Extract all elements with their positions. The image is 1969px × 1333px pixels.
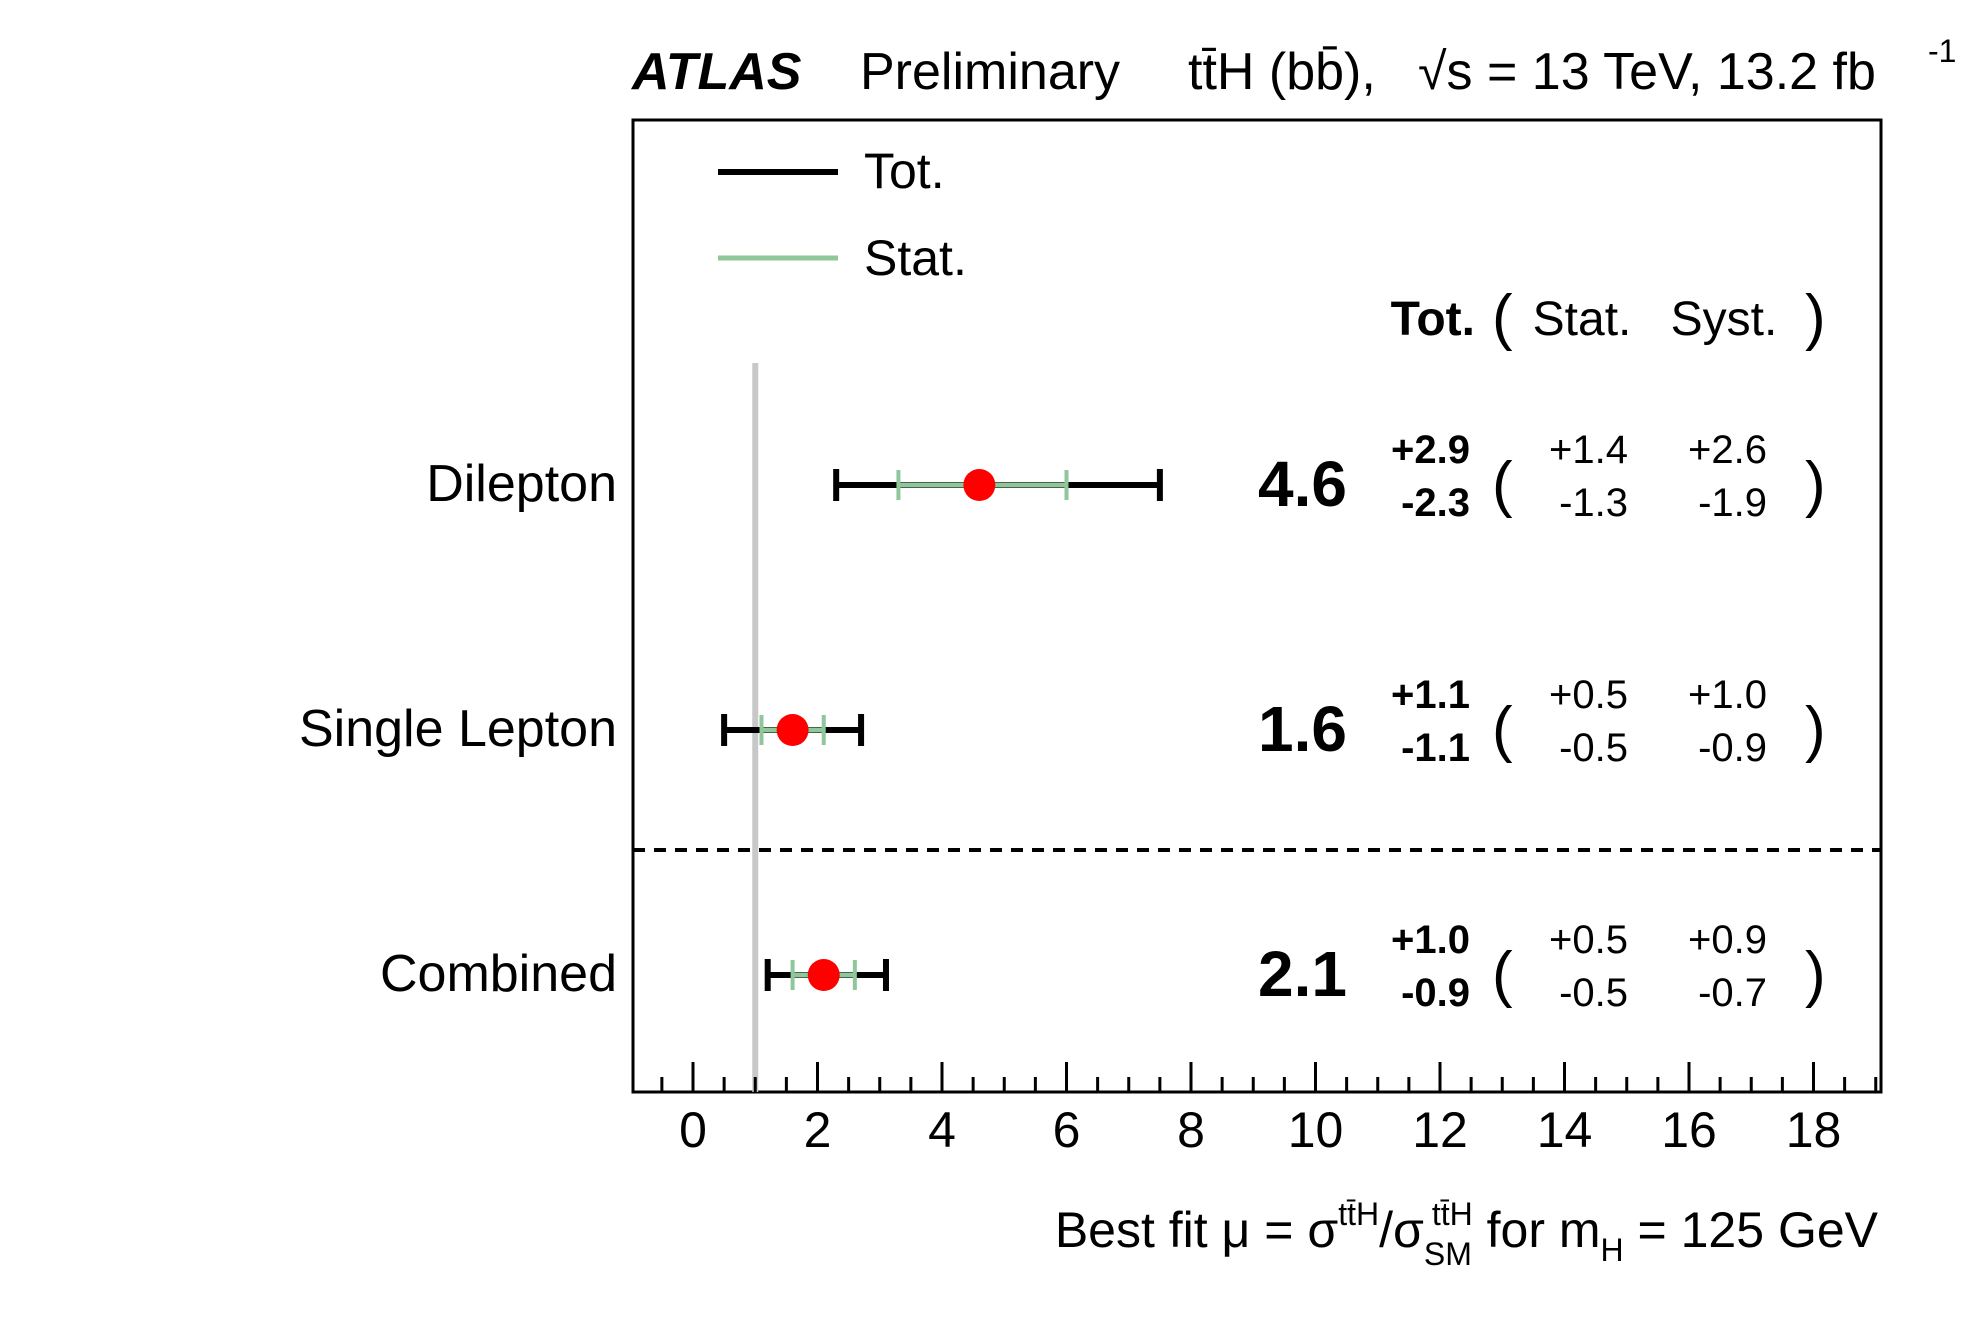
total-uncertainty-down: -0.9 — [1401, 971, 1470, 1015]
measurement-rows: Dilepton 4.6 +2.9-2.3(+1.4-1.3+2.6-1.9)Sin… — [299, 428, 1826, 1015]
x-axis-title: Best fit μ = σtt̄H/σSMtt̄H for mH = 125 … — [1055, 1196, 1879, 1272]
stat-uncertainty-up: +0.5 — [1549, 918, 1628, 962]
header-experiment: ATLAS — [630, 43, 802, 101]
legend-stat-label: Stat. — [864, 230, 967, 286]
best-fit-value: 4.6 — [1258, 448, 1347, 520]
header-lumi-exponent: -1 — [1928, 33, 1956, 69]
total-uncertainty-down: -2.3 — [1401, 481, 1470, 525]
header-status: Preliminary — [860, 43, 1120, 101]
best-fit-point — [807, 959, 840, 991]
header-energy: √s = 13 TeV, 13.2 fb — [1418, 43, 1876, 101]
stat-uncertainty-down: -0.5 — [1559, 726, 1628, 770]
x-tick-label: 18 — [1786, 1102, 1842, 1158]
header-process: tt̄H (bb̄), — [1188, 43, 1376, 101]
syst-uncertainty-up: +2.6 — [1688, 428, 1767, 472]
column-header-close-paren: ) — [1805, 283, 1826, 352]
column-header-stat: Stat. — [1533, 293, 1632, 346]
stat-uncertainty-up: +0.5 — [1549, 673, 1628, 717]
stat-uncertainty-down: -0.5 — [1559, 971, 1628, 1015]
total-uncertainty-down: -1.1 — [1401, 726, 1470, 770]
row-label: Single Lepton — [299, 700, 617, 758]
best-fit-point — [963, 469, 996, 501]
syst-uncertainty-up: +0.9 — [1688, 918, 1767, 962]
stat-uncertainty-up: +1.4 — [1549, 428, 1628, 472]
close-paren: ) — [1805, 695, 1826, 764]
plot-frame — [631, 118, 1883, 1094]
total-uncertainty-up: +1.0 — [1391, 918, 1470, 962]
legend-total-label: Tot. — [864, 143, 945, 199]
row-dilepton: Dilepton 4.6 +2.9 -2.3 ( +1.4 -1.3 +2.6 -1.9) — [426, 428, 1825, 525]
row-label: Combined — [380, 945, 617, 1003]
best-fit-point — [776, 714, 809, 746]
row-single-lepton: Single Lepton 1.6 +1.1 -1.1 ( +0.5 -0.5 +1.0 -0.… — [299, 673, 1826, 770]
x-tick-label: 6 — [1053, 1102, 1081, 1158]
syst-uncertainty-up: +1.0 — [1688, 673, 1767, 717]
x-tick-label: 16 — [1661, 1102, 1717, 1158]
x-tick-label: 14 — [1537, 1102, 1593, 1158]
stat-uncertainty-down: -1.3 — [1559, 481, 1628, 525]
x-tick-label: 0 — [679, 1102, 707, 1158]
open-paren: ( — [1492, 450, 1513, 519]
close-paren: ) — [1805, 940, 1826, 1009]
x-tick-label: 2 — [804, 1102, 832, 1158]
best-fit-value: 2.1 — [1258, 938, 1347, 1010]
x-axis: 0 2 4 6 8 10 12 14 16 18 — [660, 1062, 1878, 1158]
close-paren: ) — [1805, 450, 1826, 519]
syst-uncertainty-down: -1.9 — [1698, 481, 1767, 525]
open-paren: ( — [1492, 695, 1513, 764]
row-combined: Combined 2.1 +1.0 -0.9 ( +0.5 -0.5 +0.9 -0.7) — [380, 918, 1826, 1015]
row-label: Dilepton — [426, 455, 617, 513]
syst-uncertainty-down: -0.9 — [1698, 726, 1767, 770]
x-tick-label: 12 — [1412, 1102, 1468, 1158]
syst-uncertainty-down: -0.7 — [1698, 971, 1767, 1015]
total-uncertainty-up: +1.1 — [1391, 673, 1470, 717]
total-uncertainty-up: +2.9 — [1391, 428, 1470, 472]
best-fit-value: 1.6 — [1258, 693, 1347, 765]
column-header-syst: Syst. — [1671, 293, 1778, 346]
column-header-open-paren: ( — [1492, 283, 1513, 352]
x-tick-label: 8 — [1177, 1102, 1205, 1158]
x-tick-label: 10 — [1288, 1102, 1344, 1158]
x-tick-label: 4 — [928, 1102, 956, 1158]
column-header-tot: Tot. — [1391, 293, 1475, 346]
open-paren: ( — [1492, 940, 1513, 1009]
